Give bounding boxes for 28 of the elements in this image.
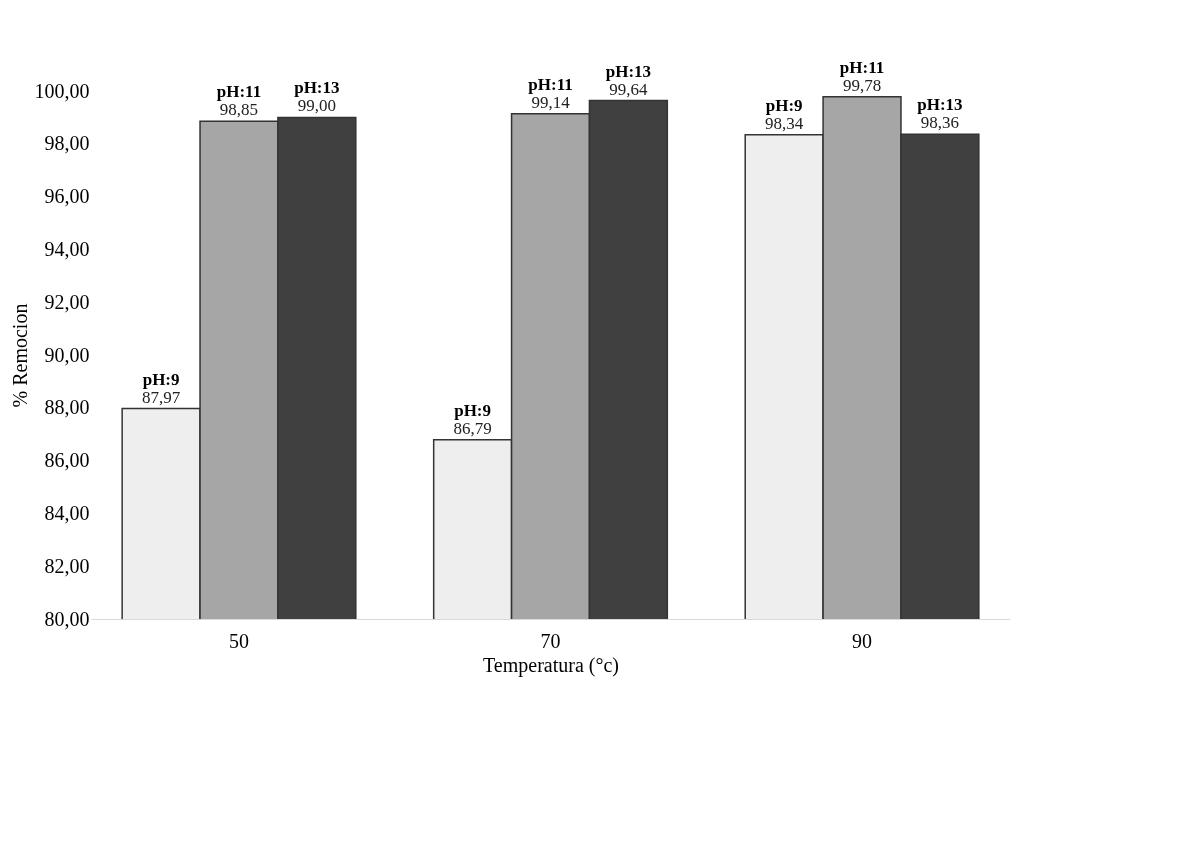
series-label: pH:11 [216, 82, 262, 102]
y-tick-label: 88,00 [44, 396, 90, 419]
y-tick-label: 84,00 [44, 501, 90, 524]
x-tick-label: 70 [540, 629, 561, 652]
data-label: 98,85 [219, 100, 259, 120]
y-tick-label: 96,00 [44, 185, 90, 208]
y-axis-title: % Remocion [8, 303, 31, 408]
text: pH:9 [765, 95, 803, 115]
y-tick-label: 80,00 [44, 607, 90, 630]
text: pH:11 [528, 74, 573, 94]
data-label: 98,36 [920, 113, 960, 133]
data-label: 99,00 [297, 96, 336, 116]
x-axis-title: Temperatura (°c) [483, 653, 619, 677]
y-tick-label: 82,00 [44, 554, 90, 577]
y-tick-label: 94,00 [44, 237, 90, 260]
text: pH:13 [605, 61, 652, 81]
text: pH:9 [454, 400, 492, 420]
y-tick-label: 100,00 [34, 79, 90, 102]
x-tick-label: 50 [228, 629, 249, 652]
y-tick-label: 90,00 [44, 343, 90, 366]
y-tick-label: 98,00 [44, 132, 90, 155]
text: pH:11 [839, 57, 885, 77]
text: pH:13 [917, 95, 963, 115]
series-label: pH:9 [142, 369, 180, 389]
y-tick-label: 86,00 [44, 449, 90, 472]
y-tick-label: 92,00 [44, 290, 90, 313]
series-label: pH:13 [294, 78, 340, 98]
x-tick-label: 90 [852, 629, 873, 652]
